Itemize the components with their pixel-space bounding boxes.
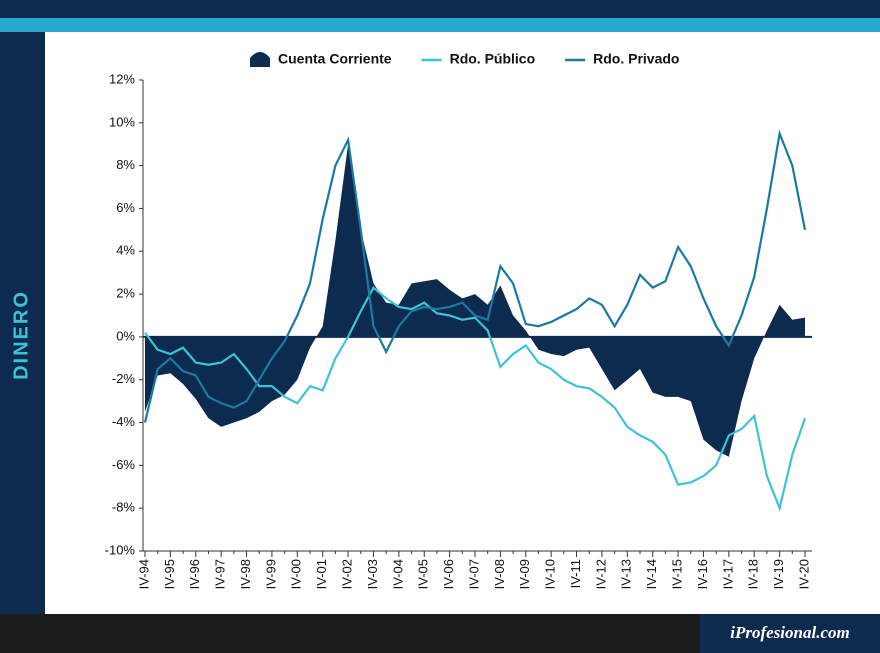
- y-tick-label: 4%: [116, 243, 135, 258]
- x-tick-label: IV-09: [517, 559, 532, 589]
- x-tick-label: IV-94: [136, 559, 151, 589]
- y-tick-label: 6%: [116, 200, 135, 215]
- x-tick-label: IV-19: [771, 559, 786, 589]
- x-tick-label: IV-07: [466, 559, 481, 589]
- x-tick-label: IV-08: [492, 559, 507, 589]
- legend-label: Rdo. Público: [450, 51, 536, 67]
- side-strip: [0, 32, 45, 614]
- x-tick-label: IV-03: [365, 559, 380, 589]
- x-tick-label: IV-18: [746, 559, 761, 589]
- x-tick-label: IV-05: [416, 559, 431, 589]
- x-tick-label: IV-12: [593, 559, 608, 589]
- y-tick-label: -2%: [112, 371, 136, 386]
- x-tick-label: IV-11: [568, 559, 583, 588]
- top-band: [0, 18, 880, 32]
- y-tick-label: -8%: [112, 500, 136, 515]
- y-tick-label: -6%: [112, 457, 136, 472]
- section-label: DINERO: [10, 290, 32, 380]
- x-tick-label: IV-20: [796, 559, 811, 589]
- x-tick-label: IV-01: [314, 559, 329, 589]
- x-tick-label: IV-04: [390, 559, 405, 589]
- y-tick-label: 12%: [109, 71, 135, 86]
- x-tick-label: IV-17: [720, 559, 735, 589]
- legend-label: Cuenta Corriente: [278, 51, 392, 67]
- x-tick-label: IV-97: [213, 559, 228, 589]
- y-tick-label: 8%: [116, 157, 135, 172]
- brand: iProfesional.com: [730, 623, 849, 642]
- x-tick-label: IV-99: [263, 559, 278, 589]
- line: [143, 129, 807, 423]
- x-tick-label: IV-15: [670, 559, 685, 589]
- brand-box: [700, 614, 880, 653]
- line: [144, 285, 807, 512]
- top-bar: [0, 0, 880, 18]
- x-tick-label: IV-14: [644, 559, 659, 589]
- y-tick-label: -4%: [112, 414, 136, 429]
- x-tick-label: IV-98: [238, 559, 253, 589]
- y-tick-label: 10%: [109, 114, 135, 129]
- legend-label: Rdo. Privado: [593, 51, 679, 67]
- x-tick-label: IV-02: [340, 559, 355, 589]
- y-tick-label: 0%: [116, 328, 135, 343]
- x-tick-label: IV-95: [162, 559, 177, 589]
- x-tick-label: IV-96: [187, 559, 202, 589]
- x-tick-label: IV-13: [619, 559, 634, 589]
- area: [145, 144, 805, 457]
- x-tick-label: IV-16: [695, 559, 710, 589]
- x-tick-label: IV-06: [441, 559, 456, 589]
- y-tick-label: 2%: [116, 286, 135, 301]
- x-tick-label: IV-10: [543, 559, 558, 589]
- legend-swatch: [250, 52, 270, 67]
- y-tick-label: -10%: [105, 542, 136, 557]
- x-tick-label: IV-00: [289, 559, 304, 589]
